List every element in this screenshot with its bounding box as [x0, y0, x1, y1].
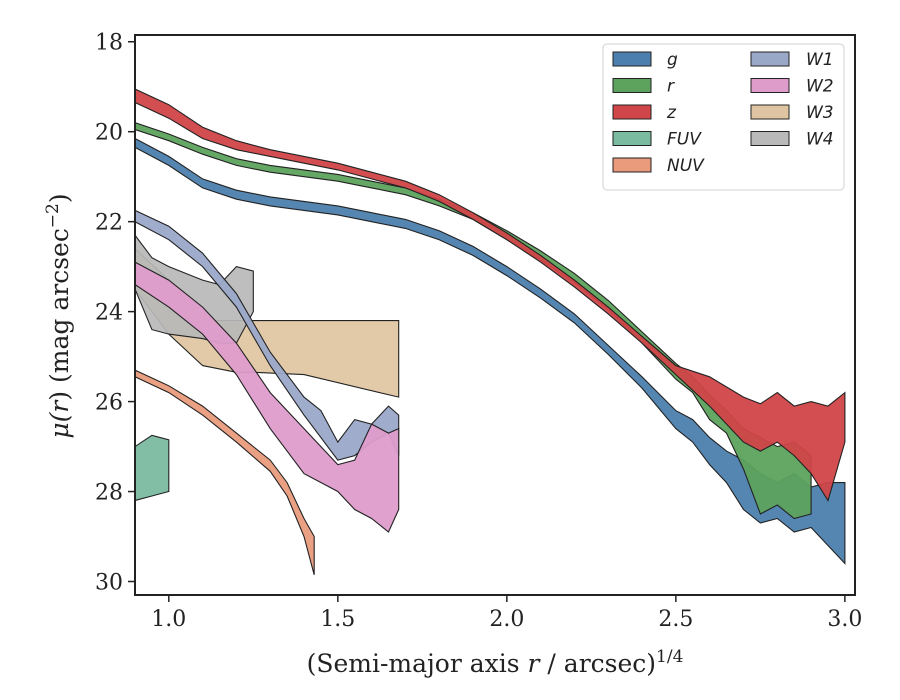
- legend-label-W3: W3: [806, 103, 834, 123]
- x-axis-ticks: 1.0 1.5 2.0 2.5 3.0: [151, 595, 862, 632]
- legend-label-r: r: [667, 77, 675, 97]
- x-tick-label: 2.0: [489, 607, 524, 632]
- y-tick-label: 18: [95, 31, 123, 56]
- band-g: [135, 137, 846, 565]
- y-tick-label: 28: [95, 481, 123, 506]
- y-tick-label: 24: [95, 301, 123, 326]
- legend-swatch-g: [612, 51, 652, 67]
- legend-label-NUV: NUV: [667, 156, 705, 176]
- band-FUV: [135, 434, 170, 502]
- legend-swatch-r: [612, 78, 652, 93]
- legend-swatch-W4: [750, 131, 790, 146]
- legend-swatch-W3: [750, 104, 790, 120]
- y-axis-ticks: 18 20 22 24 26 28 30: [95, 31, 135, 596]
- legend-label-W4: W4: [806, 130, 834, 150]
- legend-label-z: z: [666, 103, 677, 123]
- y-tick-label: 30: [95, 571, 123, 596]
- legend-label-FUV: FUV: [667, 130, 702, 150]
- legend-swatch-W1: [750, 51, 790, 67]
- y-tick-label: 26: [95, 391, 123, 416]
- plot-frame: [134, 34, 856, 596]
- legend-swatch-z: [612, 104, 652, 120]
- legend-swatch-NUV: [612, 157, 652, 173]
- band-W2: [135, 261, 400, 533]
- legend-label-W2: W2: [806, 77, 834, 97]
- x-tick-label: 1.0: [151, 607, 186, 632]
- x-tick-label: 1.5: [320, 607, 355, 632]
- legend-swatch-W2: [750, 78, 790, 93]
- x-tick-label: 2.5: [658, 607, 693, 632]
- band-NUV: [135, 369, 315, 575]
- band-z: [135, 88, 846, 502]
- x-axis-title: (Semi-major axis r / arcsec)1/4: [307, 647, 684, 678]
- band-W4: [135, 234, 254, 344]
- legend-label-g: g: [667, 50, 678, 70]
- y-tick-label: 20: [95, 121, 123, 146]
- legend: grz FUV NUV W1 W2 W3 W4: [602, 43, 845, 191]
- profile-bands: [135, 88, 846, 575]
- y-tick-label: 22: [95, 211, 123, 236]
- legend-swatch-FUV: [612, 131, 652, 146]
- y-axis-title: μ(r) (mag arcsec−2): [43, 193, 74, 438]
- x-tick-label: 3.0: [827, 607, 862, 632]
- legend-label-W1: W1: [806, 50, 834, 70]
